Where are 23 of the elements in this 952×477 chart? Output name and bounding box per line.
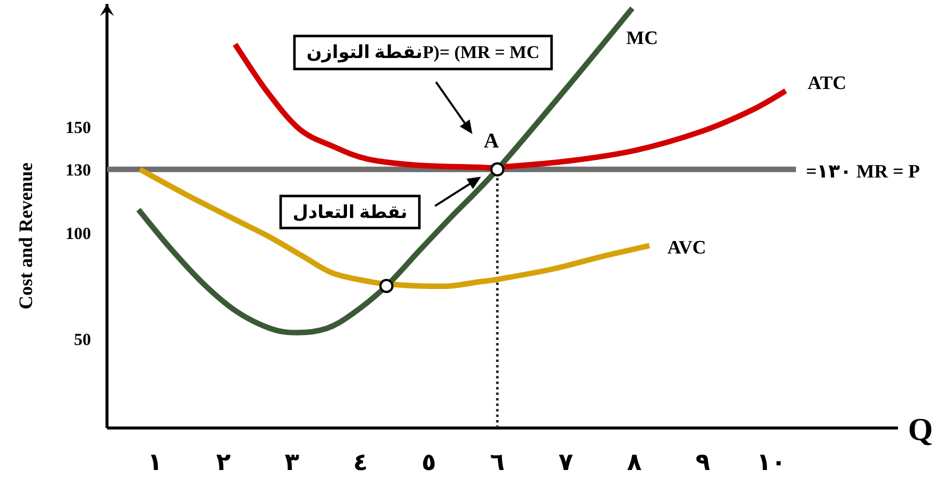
series-label: =١٣٠ MR = P xyxy=(806,161,920,182)
x-tick-label: ٢ xyxy=(216,450,232,476)
y-tick-label: 150 xyxy=(66,118,91,137)
x-tick-label: ٣ xyxy=(284,450,300,476)
x-tick-label: ٦ xyxy=(490,450,505,476)
annotation: نقطة التعادل xyxy=(292,202,408,222)
x-axis-title: Q xyxy=(908,411,933,447)
y-tick-label: 50 xyxy=(74,330,91,349)
annotation: نقطة التوازنP)= (MR = MC xyxy=(306,42,540,63)
series-label: MC xyxy=(626,28,658,50)
x-tick-label: ٥ xyxy=(422,450,436,476)
x-tick-label: ١٠ xyxy=(756,450,786,476)
series-label: ATC xyxy=(808,72,846,94)
x-tick-label: ٩ xyxy=(695,450,710,476)
x-tick-label: ١ xyxy=(148,450,162,476)
y-tick-label: 100 xyxy=(66,224,91,243)
x-tick-label: ٨ xyxy=(627,450,642,476)
data-label: A xyxy=(484,128,500,152)
y-tick-label: 130 xyxy=(66,160,91,180)
x-tick-label: ٧ xyxy=(558,450,574,476)
series-label: AVC xyxy=(667,238,706,259)
y-axis-title: Cost and Revenue xyxy=(16,162,37,310)
x-tick-label: ٤ xyxy=(353,450,368,476)
